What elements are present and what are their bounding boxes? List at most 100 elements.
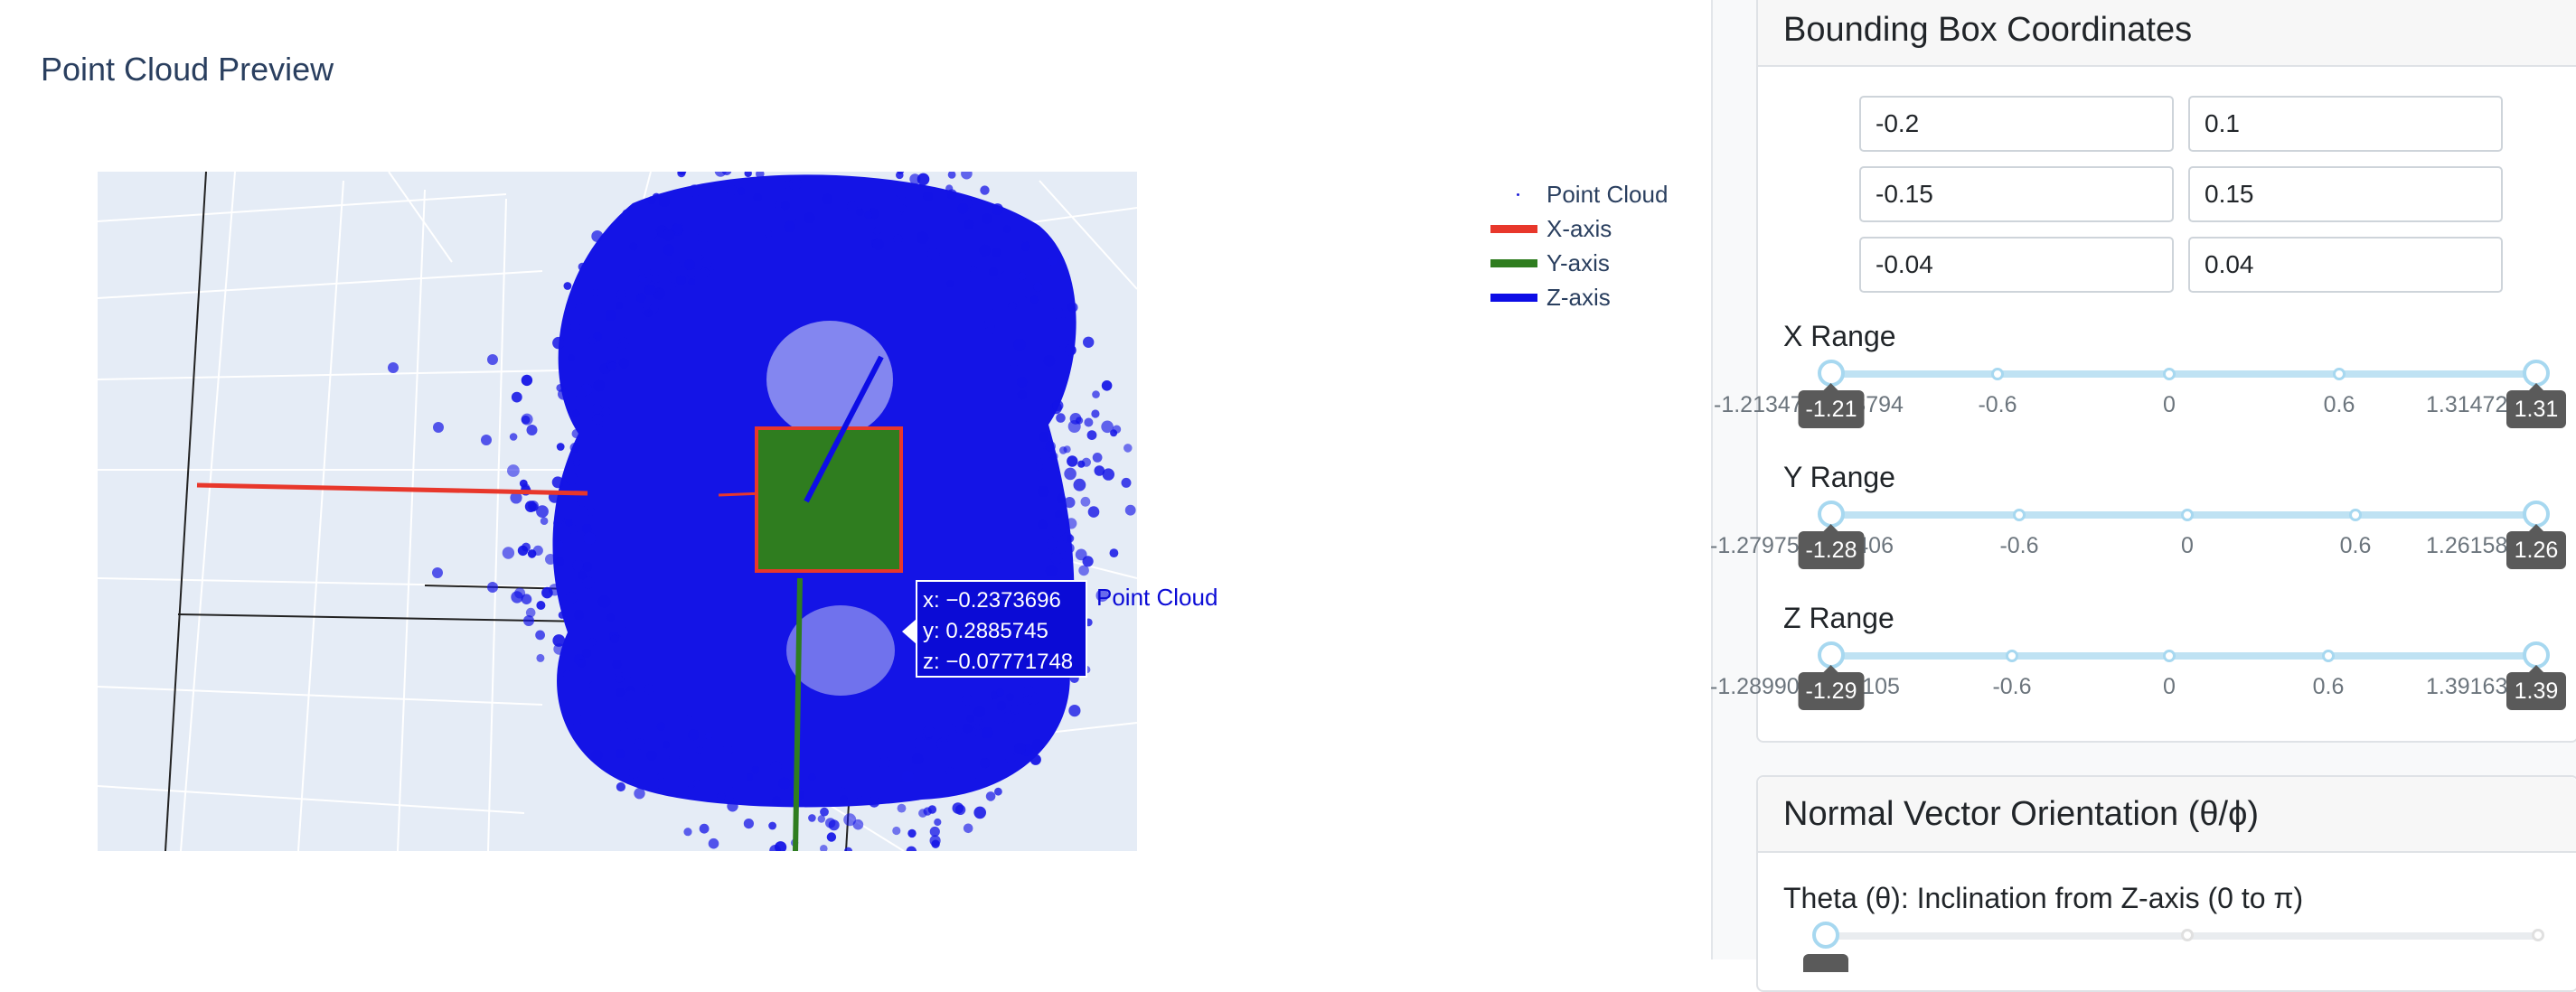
point-marker — [1005, 753, 1016, 763]
point-marker — [700, 257, 712, 268]
point-marker — [644, 684, 655, 695]
point-marker — [916, 231, 929, 245]
theta-slider-handle[interactable] — [1812, 922, 1839, 949]
point-marker — [973, 706, 986, 717]
point-marker — [1017, 389, 1028, 400]
z-range-max-badge: 1.39 — [2506, 665, 2566, 710]
legend-item-x-axis[interactable]: X-axis — [1487, 215, 1612, 242]
slider-mark: 0.6 — [2323, 392, 2355, 417]
point-marker — [844, 847, 852, 851]
point-marker — [572, 559, 584, 572]
x-max-input[interactable] — [2188, 96, 2503, 152]
point-marker — [676, 275, 686, 285]
point-marker — [570, 322, 580, 332]
point-marker — [895, 186, 908, 199]
point-marker — [911, 753, 924, 765]
hover-z: z: −0.07771748 — [923, 650, 1074, 674]
point-marker — [1080, 496, 1091, 507]
x-range-max-mark: 1.314720 — [2426, 392, 2521, 417]
point-marker — [775, 201, 783, 210]
point-marker — [634, 788, 645, 800]
point-marker — [744, 172, 752, 178]
point-marker — [502, 547, 515, 559]
point-marker — [593, 379, 606, 392]
z-range-min-handle[interactable] — [1818, 641, 1845, 669]
slider-tick — [2322, 650, 2335, 662]
theta-value-badge — [1803, 954, 1848, 972]
point-marker — [700, 267, 710, 278]
point-marker — [1038, 519, 1048, 530]
point-marker — [521, 415, 531, 425]
z-range-slider[interactable]: -1.2899029558105 -0.6 0 0.6 1.391635 -1.… — [1710, 640, 2566, 712]
z-min-input[interactable] — [1859, 237, 2174, 293]
point-marker — [837, 787, 847, 797]
point-marker — [1006, 693, 1014, 701]
point-marker — [634, 738, 645, 750]
point-marker — [778, 777, 791, 790]
point-marker — [1043, 354, 1056, 367]
point-marker — [1229, 300, 1240, 311]
y-min-input[interactable] — [1859, 166, 2174, 222]
point-marker — [607, 361, 617, 371]
card-header: Bounding Box Coordinates — [1758, 0, 2576, 67]
point-marker — [1002, 225, 1011, 233]
point-marker — [986, 325, 996, 334]
theta-label: Theta (θ): Inclination from Z-axis (0 to… — [1783, 882, 2304, 914]
y-range-max-badge: 1.26 — [2506, 524, 2566, 569]
x-min-input[interactable] — [1859, 96, 2174, 152]
point-marker — [1033, 282, 1043, 292]
legend-item-z-axis[interactable]: Z-axis — [1487, 284, 1611, 311]
normal-vector-title: Normal Vector Orientation (θ/ϕ) — [1783, 795, 2260, 833]
3d-scene[interactable] — [0, 0, 1711, 959]
point-marker — [952, 802, 964, 814]
y-range-label: Y Range — [1783, 461, 1895, 493]
point-marker — [616, 289, 626, 300]
point-marker — [540, 517, 549, 525]
point-marker — [566, 473, 578, 485]
point-marker — [1051, 529, 1062, 539]
slider-track[interactable] — [1828, 511, 2533, 519]
point-marker — [683, 828, 692, 837]
point-marker — [589, 680, 599, 690]
point-marker — [571, 429, 581, 438]
point-marker — [726, 184, 738, 196]
point-marker — [605, 309, 617, 322]
point-marker — [964, 220, 974, 230]
point-marker — [526, 425, 538, 435]
point-marker — [1039, 448, 1051, 461]
point-marker — [578, 571, 587, 580]
point-marker — [1067, 455, 1078, 467]
hover-pointer — [902, 619, 917, 644]
legend-item-y-axis[interactable]: Y-axis — [1487, 249, 1610, 276]
y-range-slider[interactable]: -1.27975 3691406 -0.6 0 0.6 1.261588 -1.… — [1710, 499, 2566, 571]
point-marker — [879, 756, 891, 769]
point-marker — [820, 807, 829, 817]
point-marker — [552, 336, 565, 350]
point-marker — [852, 154, 863, 164]
point-marker — [980, 185, 990, 195]
y-max-input[interactable] — [2188, 166, 2503, 222]
point-marker — [551, 476, 564, 489]
point-marker — [1013, 742, 1026, 754]
point-marker — [536, 505, 549, 518]
point-marker — [1213, 445, 1224, 455]
point-marker — [791, 864, 799, 872]
legend-item-point-cloud[interactable]: Point Cloud — [1487, 181, 1668, 208]
point-marker — [845, 162, 855, 172]
point-marker — [949, 209, 957, 217]
point-marker — [825, 153, 834, 162]
x-range-slider[interactable]: -1.2134719138794 -0.6 0 0.6 1.314720 -1.… — [1714, 358, 2566, 430]
point-marker — [521, 374, 533, 387]
slider-tick — [2333, 368, 2346, 380]
slider-track[interactable] — [1828, 652, 2533, 660]
z-max-input[interactable] — [2188, 237, 2503, 293]
point-marker — [558, 611, 566, 619]
point-marker — [592, 414, 604, 425]
point-marker — [969, 265, 978, 274]
slider-track[interactable] — [1828, 370, 2533, 378]
point-marker — [532, 545, 543, 557]
point-marker — [996, 701, 1007, 711]
point-marker — [511, 391, 522, 403]
point-marker — [1002, 710, 1016, 724]
z-range-min-badge: -1.29 — [1798, 665, 1865, 710]
